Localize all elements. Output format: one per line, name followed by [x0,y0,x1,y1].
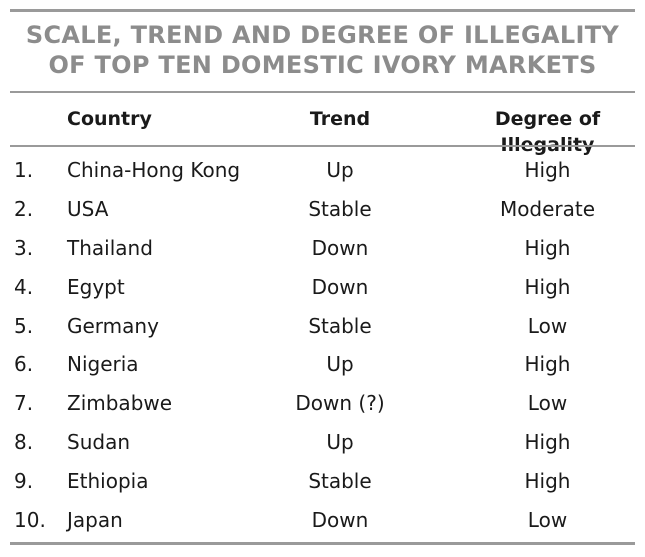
table-title-line-1: SCALE, TREND AND DEGREE OF ILLEGALITY [25,21,620,49]
top-rule [10,9,635,12]
degree-cell: High [524,352,571,377]
table-row: 4. Egypt Down High [0,268,645,307]
rank-cell: 4. [14,274,34,299]
column-header-country: Country [67,108,152,130]
degree-cell: High [524,274,571,299]
country-cell: Nigeria [67,352,139,377]
rank-cell: 6. [14,352,34,377]
rank-cell: 10. [14,508,46,533]
degree-cell: High [524,469,571,494]
title-rule [10,91,635,93]
table-body: 1. China-Hong Kong Up High 2. USA Stable… [0,151,645,540]
trend-cell: Up [326,430,354,455]
table-title: SCALE, TREND AND DEGREE OF ILLEGALITY OF… [10,20,635,80]
header-rule [10,145,635,147]
country-cell: Thailand [67,235,153,260]
degree-cell: High [524,235,571,260]
degree-cell: High [524,430,571,455]
rank-cell: 8. [14,430,34,455]
table-row: 8. Sudan Up High [0,423,645,462]
degree-cell: Low [527,391,568,416]
trend-cell: Up [326,158,354,182]
degree-cell: Low [527,508,568,533]
trend-cell: Down (?) [295,391,385,416]
country-cell: Germany [67,313,159,338]
trend-cell: Stable [308,469,372,494]
trend-cell: Up [326,352,354,377]
trend-cell: Down [311,274,369,299]
table-title-line-2: OF TOP TEN DOMESTIC IVORY MARKETS [48,51,597,79]
table-row: 6. Nigeria Up High [0,345,645,384]
degree-cell: Moderate [499,196,596,221]
country-cell: Egypt [67,274,125,299]
table-row: 9. Ethiopia Stable High [0,462,645,501]
bottom-rule [10,542,635,545]
table-row: 5. Germany Stable Low [0,307,645,346]
rank-cell: 3. [14,235,34,260]
table-row: 7. Zimbabwe Down (?) Low [0,384,645,423]
rank-cell: 7. [14,391,34,416]
trend-cell: Stable [308,196,372,221]
country-cell: Japan [67,508,123,533]
table-row: 10. Japan Down Low [0,501,645,540]
trend-cell: Stable [308,313,372,338]
trend-cell: Down [311,508,369,533]
rank-cell: 1. [14,158,34,182]
table-row: 3. Thailand Down High [0,229,645,268]
country-cell: Zimbabwe [67,391,173,416]
trend-cell: Down [311,235,369,260]
country-cell: Sudan [67,430,130,455]
country-cell: China-Hong Kong [67,158,241,182]
table-row: 2. USA Stable Moderate [0,190,645,229]
degree-cell: Low [527,313,568,338]
rank-cell: 9. [14,469,34,494]
rank-cell: 5. [14,313,34,338]
rank-cell: 2. [14,196,34,221]
degree-cell: High [524,158,571,182]
table-row: 1. China-Hong Kong Up High [0,151,645,190]
country-cell: USA [67,196,109,221]
country-cell: Ethiopia [67,469,149,494]
column-header-trend: Trend [309,108,371,130]
